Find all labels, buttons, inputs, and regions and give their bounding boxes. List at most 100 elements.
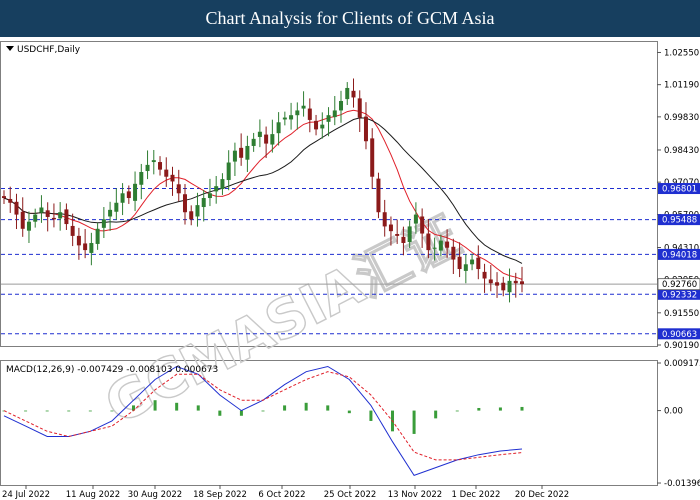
current-price-label: 0.92760 [662, 280, 697, 290]
candle-down [126, 191, 131, 199]
candle-down [2, 196, 6, 199]
macd-histogram-bar [455, 410, 459, 412]
level-badge [658, 214, 700, 226]
candle-down [70, 225, 75, 236]
candle-down [64, 209, 69, 225]
candle-up [507, 280, 512, 293]
candle-up [345, 87, 350, 100]
candle-up [270, 134, 275, 145]
candle-up [339, 100, 344, 111]
candle-down [239, 147, 244, 158]
banner-title: Chart Analysis for Clients of GCM Asia [205, 8, 495, 28]
x-tick-label: 30 Aug 2022 [128, 490, 182, 500]
candle-up [207, 193, 212, 199]
macd-histogram-bar [347, 410, 351, 414]
title-banner: Chart Analysis for Clients of GCM Asia [0, 0, 700, 37]
candle-up [101, 219, 106, 228]
price-tick-label: 0.99830 [664, 113, 699, 123]
macd-histogram-bar [520, 406, 524, 411]
macd-histogram-bar [175, 402, 179, 411]
candle-down [382, 212, 387, 227]
candle-up [463, 264, 468, 271]
candle-up [301, 105, 306, 109]
macd-tick-label: 0.00 [664, 407, 683, 417]
candle-up [251, 138, 256, 146]
candle-up [413, 214, 418, 224]
candle-up [282, 117, 287, 120]
candle-down [495, 282, 500, 286]
price-tick-label: 0.91550 [664, 309, 699, 319]
macd-histogram-bar [88, 410, 92, 412]
macd-histogram-bar [326, 405, 330, 411]
candle-up [89, 242, 94, 253]
candle-down [170, 174, 175, 182]
macd-tick-label: -0.013965 [664, 479, 700, 489]
x-tick-label: 1 Dec 2022 [452, 490, 501, 500]
candle-down [164, 169, 169, 177]
candle-down [445, 241, 450, 248]
current-price-badge [657, 278, 700, 291]
candle-up [26, 221, 31, 231]
price-tick-label: 0.98430 [664, 146, 699, 156]
ma-slow-line [3, 117, 523, 264]
candle-down [14, 201, 19, 215]
macd-histogram-bar [261, 410, 265, 412]
macd-histogram-bar [218, 410, 222, 416]
candle-up [226, 162, 231, 181]
macd-histogram-bar [45, 410, 49, 412]
candle-down [20, 211, 25, 229]
candle-down [520, 281, 524, 285]
price-tick-label: 0.90190 [664, 341, 699, 351]
candle-up [139, 171, 144, 185]
macd-histogram-bar [434, 410, 438, 419]
candle-up [195, 205, 200, 217]
candle-up [95, 228, 100, 244]
level-badge [658, 248, 700, 260]
chart-area: GCMASIA汇证 1.025501.011900.998300.984300.… [0, 41, 700, 500]
candle-up [257, 131, 262, 137]
dropdown-triangle-icon[interactable] [6, 46, 14, 51]
macd-histogram-bar [369, 410, 373, 421]
macd-histogram-bar [24, 410, 28, 412]
candle-up [220, 179, 225, 190]
candle-up [58, 212, 63, 219]
candle-up [201, 198, 206, 208]
macd-histogram-bar [110, 410, 114, 412]
candle-down [176, 184, 181, 194]
candle-up [320, 124, 325, 129]
candle-down [351, 90, 356, 98]
candle-down [401, 236, 406, 243]
macd-histogram-bar [239, 410, 243, 416]
candle-down [182, 194, 187, 213]
x-tick-label: 18 Sep 2022 [193, 490, 247, 500]
candle-up [114, 202, 119, 212]
candle-down [314, 120, 319, 130]
candle-up [33, 214, 38, 222]
candle-up [245, 145, 250, 160]
candle-up [214, 186, 219, 192]
candle-down [370, 138, 375, 177]
candle-down [513, 280, 518, 284]
macd-histogram-bar [412, 410, 416, 434]
x-tick-label: 6 Oct 2022 [258, 490, 305, 500]
candle-up [276, 122, 281, 134]
level-label: 0.95488 [662, 216, 697, 226]
signal-line [3, 371, 523, 461]
candle-up [295, 110, 300, 116]
candle-down [76, 235, 81, 246]
candle-down [363, 116, 368, 142]
macd-histogram-bar [67, 410, 71, 412]
level-label: 0.96801 [662, 185, 697, 195]
ma-fast-line [3, 109, 523, 280]
x-tick-label: 25 Oct 2022 [324, 490, 377, 500]
x-tick-label: 13 Nov 2022 [388, 490, 442, 500]
candle-down [426, 233, 431, 251]
candle-up [108, 209, 113, 217]
macd-pane [0, 360, 658, 486]
candle-up [133, 183, 138, 201]
macd-histogram-bar [196, 405, 200, 411]
macd-histogram-bar [304, 402, 308, 411]
candle-up [407, 226, 412, 243]
level-label: 0.92332 [662, 290, 697, 300]
macd-tick-label: 0.009173 [664, 359, 700, 369]
